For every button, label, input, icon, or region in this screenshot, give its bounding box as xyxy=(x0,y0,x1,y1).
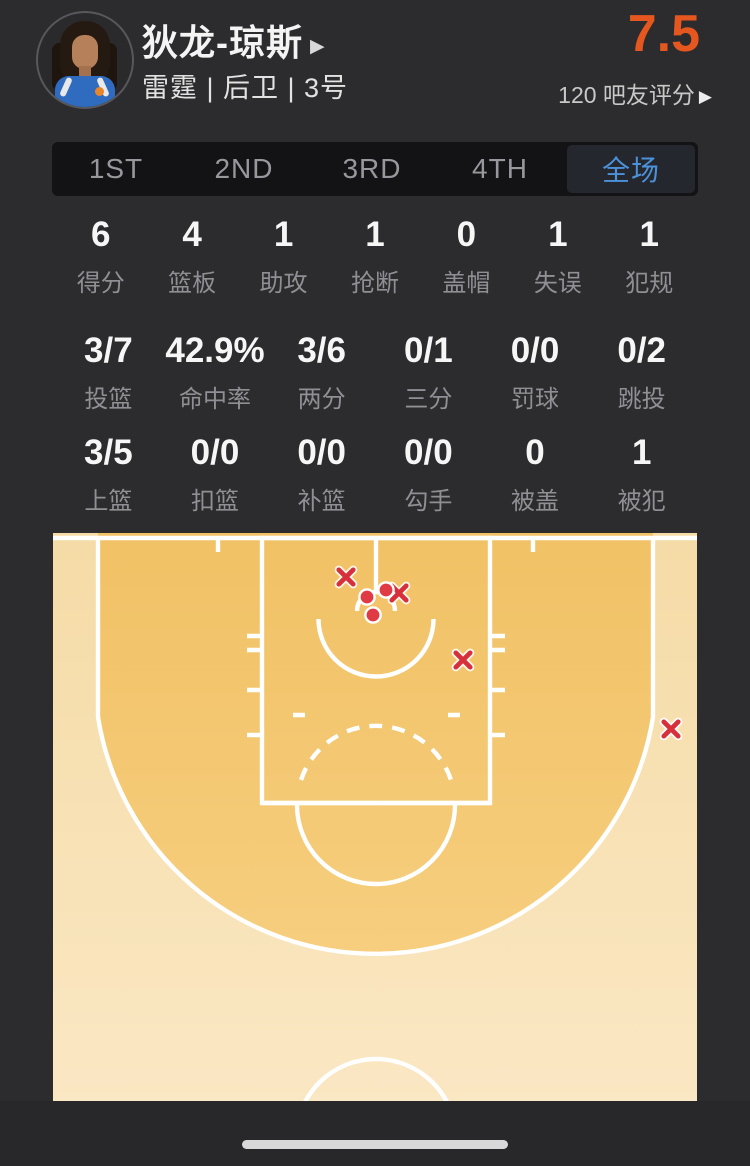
three-point-line xyxy=(95,538,656,956)
stat-label: 得分 xyxy=(76,270,125,297)
stat-cell-blocks: 0 盖帽 xyxy=(421,216,512,298)
stat-label: 助攻 xyxy=(259,270,308,297)
avatar-face xyxy=(72,35,98,69)
stat-label: 被盖 xyxy=(511,488,560,515)
stat-cell-dunk: 0/0 扣篮 xyxy=(162,434,269,516)
stat-label: 跳投 xyxy=(617,386,666,413)
bottom-bar xyxy=(0,1101,750,1166)
stats-row-shot-types: 3/5 上篮 0/0 扣篮 0/0 补篮 0/0 勾手 0 被盖 1 被犯 xyxy=(55,434,695,516)
tab-1st[interactable]: 1ST xyxy=(88,153,144,184)
chevron-right-icon: ▶ xyxy=(310,36,326,57)
stat-cell-fg: 3/7 投篮 xyxy=(55,332,162,414)
stat-value: 3/5 xyxy=(84,433,133,472)
restricted-area-arc xyxy=(316,618,436,679)
three-point-area-fill xyxy=(98,533,653,954)
shot-marker-made xyxy=(377,581,395,599)
shot-marker-missed xyxy=(661,719,681,739)
quarter-tabs: 1ST 2ND 3RD 4TH 全场 xyxy=(52,142,698,196)
stat-value: 0/0 xyxy=(190,433,240,472)
stat-cell-fouls: 1 犯规 xyxy=(604,216,695,298)
stat-value: 0/0 xyxy=(510,331,560,370)
stat-label: 两分 xyxy=(297,386,346,413)
home-indicator[interactable] xyxy=(242,1140,508,1149)
stat-label: 抢断 xyxy=(350,270,399,297)
shot-chart-court xyxy=(53,533,697,1101)
lane-ticks xyxy=(215,538,536,738)
stat-cell-assists: 1 助攻 xyxy=(238,216,329,298)
stats-row-shooting: 3/7 投篮 42.9% 命中率 3/6 两分 0/1 三分 0/0 罚球 0/… xyxy=(55,332,695,414)
stat-cell-layup: 3/5 上篮 xyxy=(55,434,162,516)
free-throw-circle-solid xyxy=(294,804,458,887)
stat-value: 0 xyxy=(456,215,477,254)
stat-cell-turnovers: 1 失误 xyxy=(512,216,603,298)
stat-cell-got-blocked: 0 被盖 xyxy=(482,434,589,516)
stat-cell-jumper: 0/2 跳投 xyxy=(588,332,695,414)
shot-marker-missed xyxy=(336,567,356,587)
stats-row-basic: 6 得分 4 篮板 1 助攻 1 抢断 0 盖帽 1 失误 1 犯规 xyxy=(55,216,695,298)
lane-ticks-right xyxy=(490,633,505,738)
stat-value: 0 xyxy=(525,433,545,472)
stat-cell-rebounds: 4 篮板 xyxy=(146,216,237,298)
baseline-ticks xyxy=(215,538,536,552)
stat-cell-ft: 0/0 罚球 xyxy=(482,332,589,414)
free-throw-circle-dashed xyxy=(298,723,454,781)
stat-value: 3/6 xyxy=(297,331,346,370)
shot-marker-missed xyxy=(453,650,473,670)
stat-value: 1 xyxy=(273,215,294,254)
stat-label: 犯规 xyxy=(625,270,674,297)
stat-cell-3pt: 0/1 三分 xyxy=(375,332,482,414)
stat-value: 1 xyxy=(631,433,652,472)
player-name[interactable]: 狄龙-琼斯 ▶ xyxy=(142,14,326,66)
player-avatar[interactable] xyxy=(36,11,134,109)
avatar-team-logo xyxy=(95,87,104,96)
shot-marker-made xyxy=(358,588,376,606)
stat-label: 勾手 xyxy=(404,488,453,515)
tab-3rd[interactable]: 3RD xyxy=(342,153,402,184)
tab-full-game[interactable]: 全场 xyxy=(567,145,695,193)
stat-value: 0/1 xyxy=(404,331,453,370)
stat-value: 0/0 xyxy=(404,433,453,472)
stat-label: 失误 xyxy=(533,270,582,297)
stat-label: 篮板 xyxy=(168,270,217,297)
stat-cell-fg-pct: 42.9% 命中率 xyxy=(162,332,269,414)
stat-cell-2pt: 3/6 两分 xyxy=(268,332,375,414)
stat-label: 盖帽 xyxy=(442,270,491,297)
stat-label: 罚球 xyxy=(511,386,560,413)
stat-value: 0/2 xyxy=(617,331,667,370)
stat-value: 6 xyxy=(90,215,111,254)
shot-markers xyxy=(334,565,683,741)
stat-label: 三分 xyxy=(404,386,453,413)
stat-cell-points: 6 得分 xyxy=(55,216,146,298)
stat-label: 投篮 xyxy=(84,386,133,413)
stat-label: 扣篮 xyxy=(191,488,239,515)
stat-value: 4 xyxy=(182,215,202,254)
tab-2nd[interactable]: 2ND xyxy=(214,153,274,184)
stat-cell-steals: 1 抢断 xyxy=(329,216,420,298)
center-circle xyxy=(303,1056,449,1101)
shot-marker-made xyxy=(364,606,382,624)
stat-value: 1 xyxy=(639,215,659,254)
rating-votes-text: 120 吧友评分 xyxy=(558,82,695,108)
stat-label: 上篮 xyxy=(84,488,133,515)
stat-label: 被犯 xyxy=(617,488,666,515)
stat-cell-got-fouled: 1 被犯 xyxy=(588,434,695,516)
player-rating: 7.5 xyxy=(627,5,700,63)
stat-value: 3/7 xyxy=(84,331,133,370)
stat-label: 补篮 xyxy=(297,488,346,515)
chevron-right-icon: ▶ xyxy=(698,87,712,106)
stat-value: 42.9% xyxy=(165,331,265,370)
player-name-text: 狄龙-琼斯 xyxy=(142,22,303,63)
stat-value: 1 xyxy=(548,215,568,254)
stat-value: 0/0 xyxy=(297,433,346,472)
avatar-neck xyxy=(79,66,91,78)
stat-label: 命中率 xyxy=(179,386,251,413)
tab-4th[interactable]: 4TH xyxy=(472,153,528,184)
lane-ticks-left xyxy=(247,633,262,738)
stat-value: 1 xyxy=(365,215,385,254)
stat-cell-hook: 0/0 勾手 xyxy=(375,434,482,516)
rating-votes-link[interactable]: 120 吧友评分 ▶ xyxy=(558,76,712,110)
stat-cell-tip-in: 0/0 补篮 xyxy=(268,434,375,516)
player-team-info: 雷霆 | 后卫 | 3号 xyxy=(142,73,349,103)
